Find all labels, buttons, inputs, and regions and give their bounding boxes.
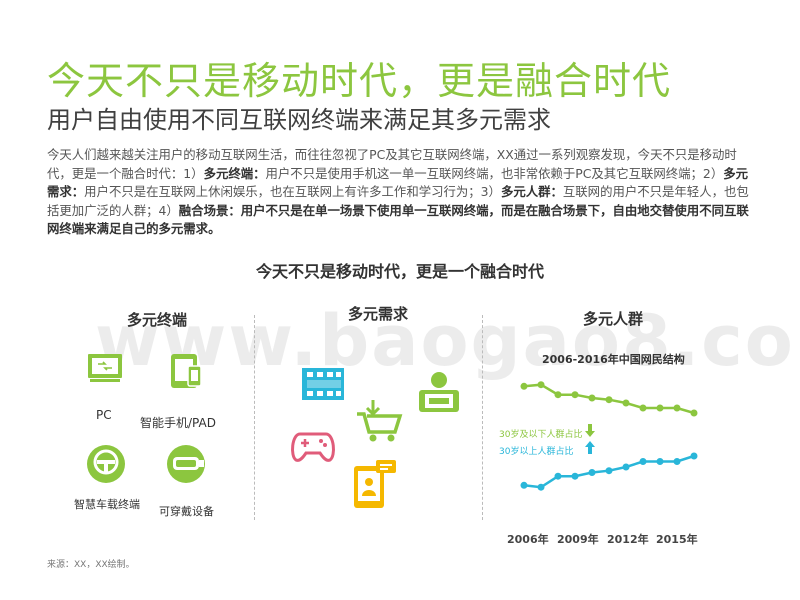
- data-point: [520, 481, 528, 489]
- data-point: [554, 472, 562, 480]
- x-tick-label: 2006年: [507, 533, 549, 546]
- data-point: [588, 394, 596, 402]
- data-point: [537, 483, 545, 491]
- data-point: [537, 381, 545, 389]
- pc-icon: [88, 354, 122, 382]
- column-divider: [254, 315, 255, 520]
- intro-keyword-terminals: 多元终端：: [203, 165, 266, 181]
- page-title: 今天不只是移动时代，更是融合时代: [47, 59, 672, 103]
- legend-label-over30: 30岁以上人群占比: [499, 447, 574, 457]
- smartphone-pad-label: 智能手机/PAD: [140, 416, 216, 430]
- data-point: [639, 458, 647, 465]
- data-point: [605, 396, 613, 404]
- data-point: [673, 404, 681, 412]
- smartphone-tablet-icon: [171, 354, 202, 388]
- car-terminal-icon: [87, 445, 125, 483]
- intro-text-4: 互联网的用户不只是年轻人，也包括更加广泛的人群；4）: [47, 184, 749, 218]
- intro-text-1: 今天人们越来越关注用户的移动互联网生活，而往往忽视了PC及其它互联网终端，XX通…: [47, 147, 737, 181]
- chart-title: 2006-2016年中国网民结构: [542, 352, 685, 366]
- data-point: [554, 391, 562, 399]
- shopping-cart-icon: [357, 400, 403, 442]
- groups-heading: 多元人群: [583, 310, 644, 328]
- needs-heading: 多元需求: [348, 305, 409, 323]
- x-tick-label: 2012年: [607, 533, 649, 546]
- intro-keyword-scenario: 融合场景：用户不只是在单一场景下使用单一互联网终端，而是在融合场景下，自由地交替…: [47, 202, 749, 237]
- data-point: [690, 452, 698, 460]
- wearable-label: 可穿戴设备: [159, 505, 214, 518]
- data-point: [605, 467, 613, 475]
- watermark: www.baogao8.com: [95, 300, 800, 382]
- netizen-structure-chart: 2006-2016年中国网民结构: [520, 352, 698, 491]
- data-point: [673, 458, 681, 465]
- data-point: [571, 472, 579, 480]
- intro-keyword-groups: 多元人群：: [500, 184, 563, 199]
- source-note: 来源：XX，XX绘制。: [47, 560, 135, 570]
- intro-text-2: 用户不只是使用手机这一单一互联网终端，也非常依赖于PC及其它互联网终端；2）: [265, 165, 724, 181]
- arrow-down-icon: [585, 424, 595, 437]
- intro-paragraph: 今天人们越来越关注用户的移动互联网生活，而往往忽视了PC及其它互联网终端，XX通…: [47, 146, 753, 239]
- data-point: [588, 469, 596, 476]
- intro-text-3: 用户不只是在互联网上休闲娱乐，也在互联网上有许多工作和学习行为；3）: [84, 184, 501, 199]
- terminals-heading: 多元终端: [127, 311, 188, 329]
- data-point: [656, 458, 664, 465]
- page-subtitle: 用户自由使用不同互联网终端来满足其多元需求: [47, 106, 551, 134]
- car-terminal-label: 智慧车载终端: [74, 498, 140, 511]
- data-point: [571, 391, 579, 399]
- data-point: [622, 399, 630, 407]
- video-film-icon: [302, 368, 344, 400]
- arrow-up-icon: [585, 441, 595, 454]
- game-controller-icon: [291, 432, 335, 462]
- data-point: [520, 382, 528, 390]
- column-divider: [482, 315, 483, 520]
- wearable-device-icon: [167, 445, 205, 483]
- legend-label-under30: 30岁及以下人群占比: [499, 430, 583, 440]
- mobile-chat-icon: [354, 460, 396, 508]
- data-point: [656, 404, 664, 412]
- pc-label: PC: [96, 408, 112, 422]
- data-point: [690, 409, 698, 417]
- x-tick-label: 2015年: [656, 533, 698, 546]
- x-tick-label: 2009年: [557, 533, 599, 546]
- data-point: [622, 463, 630, 471]
- data-point: [639, 404, 647, 412]
- intro-keyword-needs: 多元需求：: [47, 165, 748, 200]
- diagram-title: 今天不只是移动时代，更是一个融合时代: [255, 262, 544, 281]
- online-worker-icon: [419, 372, 459, 412]
